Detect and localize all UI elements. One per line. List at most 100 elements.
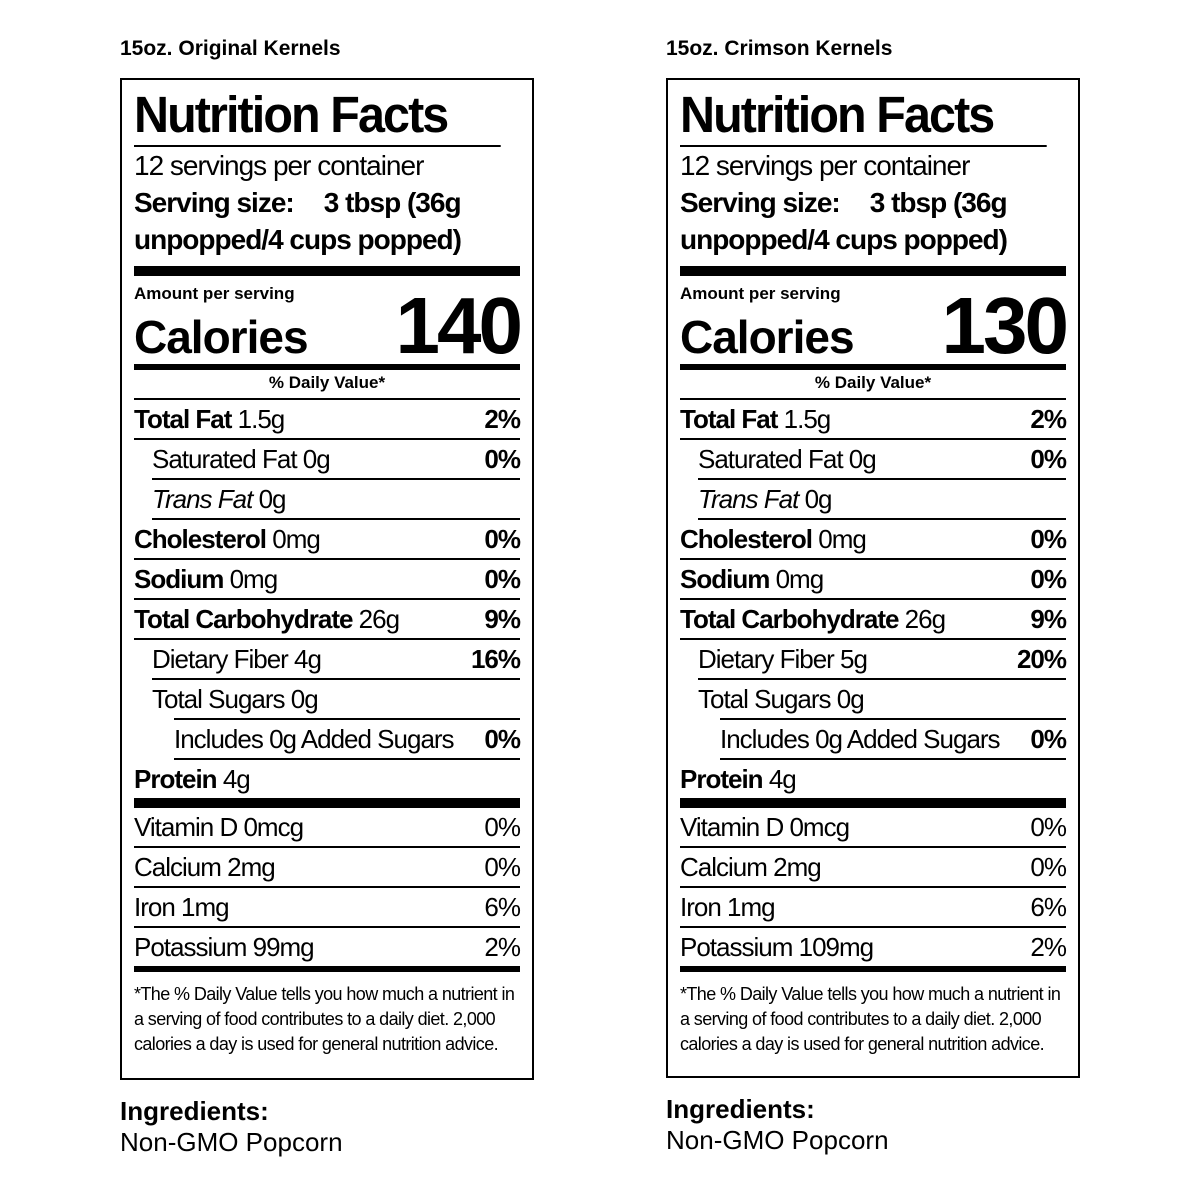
nutrient-name: Protein [680,763,764,794]
product-crimson: 15oz. Crimson Kernels Nutrition Facts 12… [666,34,1086,1156]
nutrient-row-protein: Protein 4g [680,760,1066,798]
nutrient-dv: 0% [484,851,521,882]
nutrient-dv: 0% [484,811,521,842]
nutrition-label: Nutrition Facts 12 servings per containe… [120,78,534,1080]
vitamins-section: Vitamin D 0mcg 0% Calcium 2mg 0% Iron 1m… [680,808,1067,966]
nutrient-name: Vitamin D 0mcg [680,811,850,842]
nutrient-row-dietary-fiber: Dietary Fiber 4g 16% [152,640,521,680]
nutrient-name: Iron 1mg [680,891,776,922]
nutrient-row-calcium: Calcium 2mg 0% [680,848,1067,888]
nutrient-name: Vitamin D 0mcg [134,811,304,842]
nutrient-row-iron: Iron 1mg 6% [680,888,1067,928]
nutrient-name: Dietary Fiber 5g [698,643,868,674]
nutrient-dv: 0% [1030,851,1067,882]
thick-divider [680,798,1066,808]
nutrient-name: Trans Fat [698,483,799,514]
nutrient-amount: 4g [222,763,251,794]
nutrient-name: Calcium 2mg [134,851,276,882]
nutrient-name: Sodium [134,563,224,594]
nutrient-name: Cholesterol [134,523,267,554]
nutrient-name: Includes 0g Added Sugars [174,723,455,754]
calories-value: 140 [395,281,523,370]
serving-size: Serving size: 3 tbsp (36g [680,184,1066,221]
nutrient-name: Dietary Fiber 4g [152,643,322,674]
nutrient-amount: 1.5g [237,403,286,434]
nutrient-name: Total Sugars 0g [698,683,865,714]
nutrient-name: Total Sugars 0g [152,683,319,714]
nutrition-facts-title: Nutrition Facts [680,86,1047,147]
nutrient-row-total-fat: Total Fat 1.5g 2% [680,400,1067,440]
nutrient-dv: 0% [484,563,521,594]
amount-per-serving: Amount per serving [134,284,295,303]
nutrient-row-sodium: Sodium 0mg 0% [134,560,521,600]
nutrient-amount: 0mg [775,563,825,594]
medium-divider [680,966,1066,972]
nutrient-name: Includes 0g Added Sugars [720,723,1001,754]
serving-size-label: Serving size: [134,187,295,218]
daily-value-header: % Daily Value* [680,370,1066,400]
nutrient-amount: 0g [258,483,287,514]
nutrient-row-potassium: Potassium 109mg 2% [680,928,1067,966]
nutrient-dv: 0% [484,523,521,554]
nutrient-amount: 26g [358,603,400,634]
nutrient-row-potassium: Potassium 99mg 2% [134,928,521,966]
calories-label: Calories [680,311,855,363]
nutrient-row-trans-fat: Trans Fat 0g [152,480,520,520]
nutrient-row-total-carbohydrate: Total Carbohydrate 26g 9% [134,600,521,640]
nutrient-row-total-sugars: Total Sugars 0g [698,680,1066,718]
nutrition-facts-title: Nutrition Facts [134,86,501,147]
nutrient-dv: 0% [1030,563,1067,594]
nutrient-dv: 0% [484,723,521,754]
nutrient-name: Cholesterol [680,523,813,554]
amount-per-serving: Amount per serving [680,284,841,303]
nutrient-row-cholesterol: Cholesterol 0mg 0% [134,520,521,560]
nutrient-amount: 0mg [818,523,867,554]
nutrient-dv: 2% [484,403,521,434]
thick-divider [680,266,1066,276]
nutrient-row-calcium: Calcium 2mg 0% [134,848,521,888]
nutrient-dv: 2% [1030,403,1067,434]
nutrient-row-saturated-fat: Saturated Fat 0g 0% [698,440,1067,480]
nutrient-dv: 0% [1030,811,1067,842]
nutrient-row-trans-fat: Trans Fat 0g [698,480,1066,520]
nutrient-row-sodium: Sodium 0mg 0% [680,560,1067,600]
daily-value-footnote: *The % Daily Value tells you how much a … [134,984,515,1054]
medium-divider [134,364,520,370]
nutrition-label: Nutrition Facts 12 servings per containe… [666,78,1080,1078]
nutrient-dv: 6% [1030,891,1067,922]
nutrient-dv: 0% [1030,523,1067,554]
calories-row: Calories 130 [680,286,1069,366]
servings-per-container: 12 servings per container [680,150,970,181]
serving-size-label: Serving size: [680,187,841,218]
nutrient-amount: 26g [904,603,946,634]
medium-divider [134,966,520,972]
ingredients-title: Ingredients: [666,1094,815,1124]
product-name: 15oz. Crimson Kernels [666,37,893,60]
nutrient-name: Trans Fat [152,483,253,514]
nutrient-row-total-sugars: Total Sugars 0g [152,680,520,718]
nutrient-row-iron: Iron 1mg 6% [134,888,521,928]
nutrient-row-protein: Protein 4g [134,760,520,798]
product-name: 15oz. Original Kernels [120,37,341,60]
nutrient-name: Saturated Fat 0g [152,443,331,474]
calories-value: 130 [941,281,1069,370]
nutrient-dv: 0% [1030,443,1067,474]
nutrient-dv: 9% [1030,603,1067,634]
thick-divider [134,798,520,808]
serving-size-value: 3 tbsp (36g [869,187,1008,218]
nutrient-name: Total Fat [134,403,232,434]
nutrient-dv: 2% [484,931,521,962]
thick-divider [134,266,520,276]
nutrient-amount: 0mg [272,523,321,554]
nutrient-dv: 20% [1016,643,1067,674]
nutrient-dv: 2% [1030,931,1067,962]
nutrient-row-total-fat: Total Fat 1.5g 2% [134,400,521,440]
nutrient-amount: 0mg [229,563,279,594]
nutrient-row-cholesterol: Cholesterol 0mg 0% [680,520,1067,560]
nutrient-name: Total Carbohydrate [134,603,353,634]
nutrient-row-dietary-fiber: Dietary Fiber 5g 20% [698,640,1067,680]
vitamins-section: Vitamin D 0mcg 0% Calcium 2mg 0% Iron 1m… [134,808,521,966]
nutrient-row-saturated-fat: Saturated Fat 0g 0% [152,440,521,480]
nutrient-name: Potassium 99mg [134,931,315,962]
nutrient-row-added-sugars: Includes 0g Added Sugars 0% [720,718,1067,760]
